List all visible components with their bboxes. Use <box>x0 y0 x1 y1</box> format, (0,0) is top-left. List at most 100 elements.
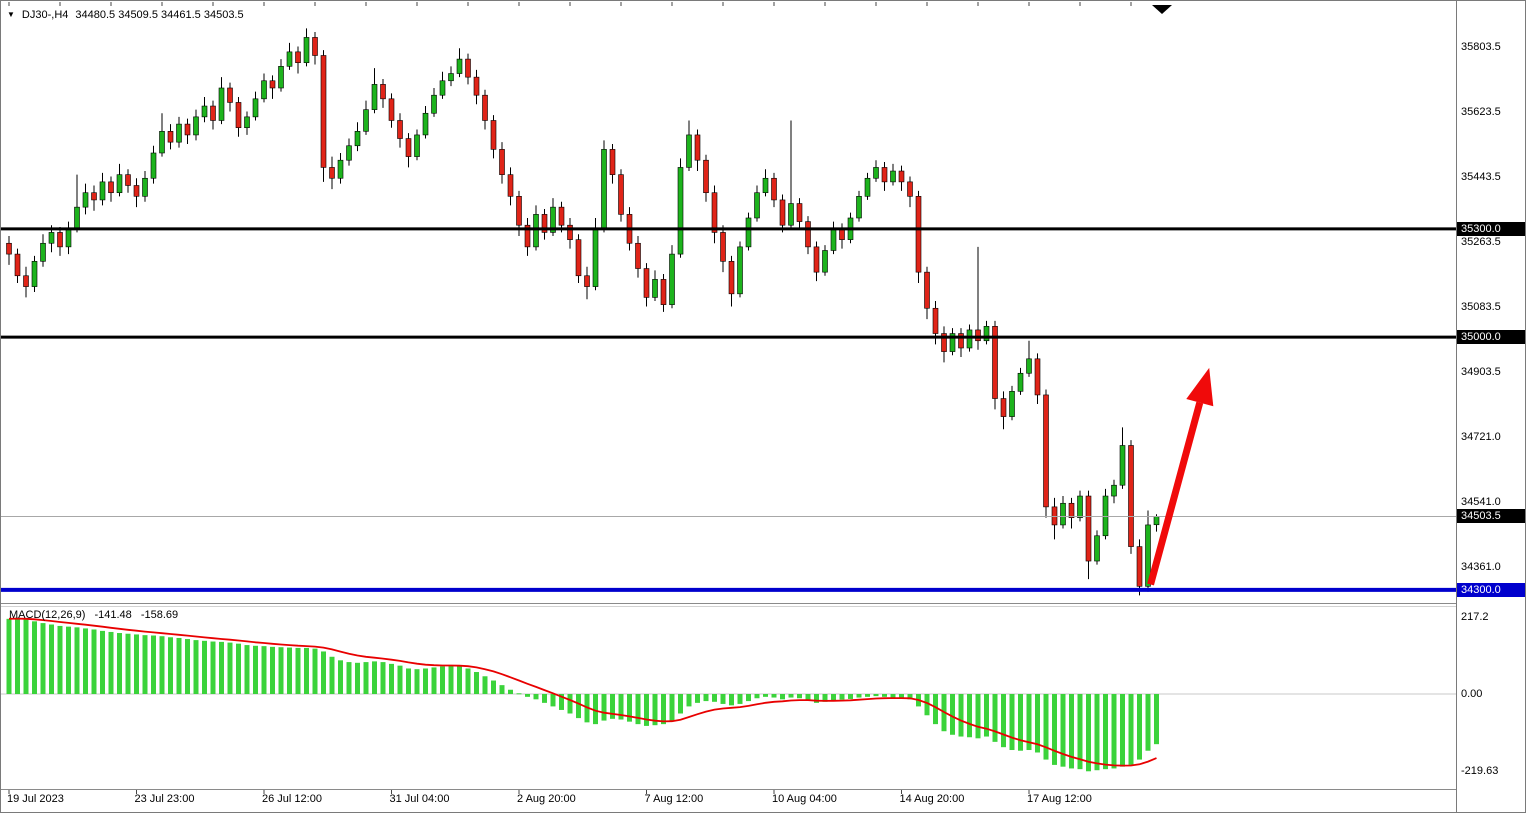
horizontal-lines-layer[interactable] <box>1 227 1456 592</box>
macd-signal-line <box>8 617 1157 767</box>
candle-up <box>873 167 879 179</box>
macd-histogram-bar <box>389 663 394 694</box>
candle-down <box>516 196 522 226</box>
time-axis[interactable]: 19 Jul 2023 23 Jul 23:00 26 Jul 12:00 31 Ju… <box>1 791 1456 812</box>
macd-histogram-bar <box>474 672 479 694</box>
macd-layer <box>1 617 1456 772</box>
candle-up <box>1017 372 1024 392</box>
candle-up <box>448 73 454 82</box>
candle-down <box>108 181 114 194</box>
candle-up <box>201 105 208 118</box>
arrow-head <box>1186 367 1214 407</box>
candle-up <box>346 145 352 161</box>
candle-down <box>703 159 709 194</box>
macd-histogram-bar <box>329 656 335 694</box>
candle-down <box>975 329 981 342</box>
macd-histogram-bar <box>202 640 207 694</box>
candle-up <box>1102 495 1109 537</box>
candle-up <box>754 192 760 219</box>
macd-histogram-bar <box>899 694 904 699</box>
candle-up <box>1077 495 1083 519</box>
candle-up <box>65 228 72 248</box>
candle-down <box>329 167 335 179</box>
macd-histogram-bar <box>159 636 165 694</box>
candle-down <box>720 232 726 262</box>
candle-down <box>295 51 301 64</box>
macd-histogram-bar <box>1137 694 1142 760</box>
candle-down <box>465 58 471 78</box>
candle-up <box>218 87 225 121</box>
candle-down <box>227 87 233 103</box>
price-axis[interactable]: 35803.5 35623.5 35443.5 35263.5 35083.5 34903… <box>1457 1 1525 812</box>
candle-up <box>983 326 990 342</box>
macd-histogram-bar <box>618 694 624 720</box>
candle-down <box>397 120 403 139</box>
macd-histogram-bar <box>117 633 122 694</box>
macd-histogram-bar <box>1001 694 1006 748</box>
macd-label: MACD(12,26,9) -141.48 -158.69 <box>9 609 184 621</box>
macd-histogram-bar <box>380 662 386 694</box>
symbol-dropdown-icon[interactable]: ▼ <box>7 10 15 19</box>
candle-down <box>711 192 718 233</box>
candle-up <box>371 84 378 110</box>
candle-down <box>320 55 327 168</box>
macd-histogram-bar <box>355 662 360 694</box>
macd-histogram-bar <box>108 631 114 694</box>
macd-histogram-bar <box>712 694 717 702</box>
macd-histogram-bar <box>244 645 250 694</box>
macd-histogram-bar <box>168 637 173 694</box>
macd-histogram-bar <box>780 694 785 700</box>
candle-down <box>771 177 777 201</box>
price-level-badge: 34300.0 <box>1457 582 1525 597</box>
candle-down <box>541 214 548 233</box>
trend-arrow[interactable] <box>1147 367 1214 586</box>
candle-down <box>609 149 616 175</box>
macd-histogram-bar <box>261 646 267 694</box>
symbol-toolbar: ▼ DJ30-,H4 34480.5 34509.5 34461.5 34503… <box>7 9 244 21</box>
macd-histogram-bar <box>397 665 403 694</box>
time-tick-label: 14 Aug 20:00 <box>899 793 965 805</box>
candle-down <box>1000 398 1007 417</box>
candle-up <box>244 116 250 129</box>
candle-up <box>592 228 599 287</box>
candle-up <box>949 333 956 352</box>
candle-up <box>431 94 437 114</box>
candle-up <box>533 214 539 248</box>
price-tick-label: 34541.0 <box>1461 496 1501 509</box>
macd-histogram-bar <box>788 694 794 698</box>
candle-up <box>652 279 658 298</box>
macd-histogram-bar <box>1154 694 1159 745</box>
candle-down <box>524 224 531 248</box>
candle-up <box>99 181 106 201</box>
macd-histogram-bar <box>678 694 683 714</box>
candle-up <box>677 167 684 255</box>
macd-histogram-bar <box>729 694 734 706</box>
macd-histogram-bar <box>525 694 530 697</box>
macd-histogram-bar <box>253 645 258 694</box>
macd-histogram-bar <box>856 694 862 698</box>
macd-histogram-bar <box>669 694 675 721</box>
candle-up <box>456 58 463 74</box>
candles-layer <box>6 28 1160 596</box>
candle-down <box>1085 495 1092 562</box>
candle-down <box>388 98 395 121</box>
macd-histogram-bar <box>372 661 377 694</box>
candle-up <box>1009 391 1015 417</box>
chart-shift-marker-icon[interactable] <box>1152 5 1172 14</box>
macd-histogram-bar <box>100 630 105 694</box>
candle-up <box>601 149 607 230</box>
pane-splitter[interactable] <box>1 603 1456 604</box>
macd-tick-label: 0.00 <box>1461 687 1483 700</box>
macd-histogram-bar <box>440 666 445 694</box>
macd-histogram-bar <box>321 651 326 694</box>
macd-histogram-bar <box>346 662 352 694</box>
macd-histogram-bar <box>23 619 29 694</box>
price-tick-label: 35623.5 <box>1461 105 1501 118</box>
macd-histogram-bar <box>890 694 896 698</box>
candle-up <box>159 131 165 154</box>
macd-histogram-bar <box>805 694 811 701</box>
macd-histogram-bar <box>499 685 505 694</box>
candle-down <box>618 174 624 215</box>
